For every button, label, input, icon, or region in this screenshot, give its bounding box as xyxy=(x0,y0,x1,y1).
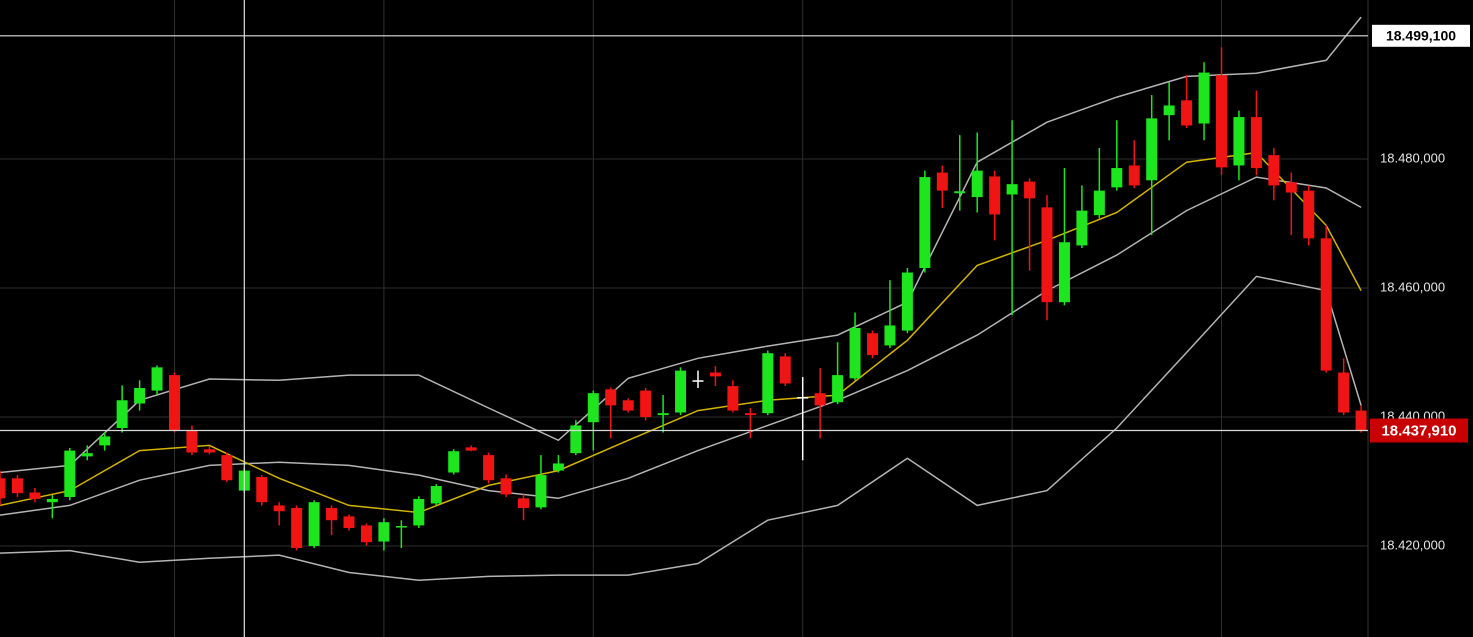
candle-body xyxy=(1303,190,1315,239)
candle-body xyxy=(221,455,233,481)
candle-body xyxy=(430,486,442,504)
candle-body xyxy=(657,413,669,416)
y-tick-label: 18.480,000 xyxy=(1380,150,1445,165)
candle-body xyxy=(1338,372,1350,413)
candle-body xyxy=(11,478,23,494)
candle-body xyxy=(378,522,390,542)
candle-body xyxy=(762,353,774,414)
candle-body xyxy=(1355,410,1367,431)
candle-body xyxy=(500,478,512,495)
candle-body xyxy=(46,498,58,503)
candle-body xyxy=(989,176,1001,215)
candle-body xyxy=(971,170,983,198)
candle-body xyxy=(1076,210,1088,246)
candle-body xyxy=(1111,168,1123,188)
candle-body xyxy=(535,475,547,508)
y-tick-label: 18.460,000 xyxy=(1380,279,1445,294)
candle-body xyxy=(779,356,791,384)
indicator-line xyxy=(0,16,1362,474)
candle-body xyxy=(954,191,966,194)
candle-body xyxy=(849,328,861,379)
candle-body xyxy=(29,492,41,499)
candle-body xyxy=(919,177,931,269)
indicator-line xyxy=(0,275,1362,581)
candle-body xyxy=(134,388,146,404)
indicator-layer xyxy=(0,16,1362,581)
candle-body xyxy=(1024,181,1036,199)
candle-body xyxy=(1268,155,1280,186)
candle-body xyxy=(884,325,896,346)
candle-body xyxy=(308,502,320,547)
candle-body xyxy=(360,525,372,543)
candle-body xyxy=(151,367,163,391)
candle-body xyxy=(326,507,338,521)
candle-body xyxy=(1285,182,1297,193)
y-tick-label: 18.420,000 xyxy=(1380,537,1445,552)
candle-body xyxy=(413,498,425,526)
candle-body xyxy=(186,430,198,453)
candle-body xyxy=(99,436,111,446)
candle-body xyxy=(465,447,477,451)
candle-body xyxy=(814,393,826,406)
grid-layer xyxy=(0,0,1368,637)
last-price-box xyxy=(1370,418,1468,443)
indicator-line xyxy=(0,176,1362,516)
candle-body xyxy=(692,380,704,382)
candle-body xyxy=(81,453,93,457)
crosshair-box xyxy=(1372,24,1470,47)
candle-body xyxy=(273,505,285,512)
candle-body xyxy=(203,449,215,453)
candle-body xyxy=(867,333,878,356)
candle-body xyxy=(622,400,634,411)
candle-body xyxy=(256,477,268,503)
last-price-label: 18.437,910 xyxy=(1381,422,1456,439)
candle-body xyxy=(1320,238,1332,371)
candle-body xyxy=(1198,72,1210,124)
candle-body xyxy=(797,397,809,399)
candle-body xyxy=(709,372,721,377)
indicator-line xyxy=(0,151,1362,514)
candle-body xyxy=(1093,190,1105,216)
candle-body xyxy=(832,375,844,403)
candle-body xyxy=(675,370,687,413)
candle-body xyxy=(901,272,913,331)
candle-body xyxy=(343,516,355,528)
candle-body xyxy=(483,455,495,481)
crosshair-label: 18.499,100 xyxy=(1386,28,1456,44)
candle-body xyxy=(518,498,529,508)
candle-body xyxy=(169,375,180,431)
candle-body xyxy=(1233,117,1245,166)
candle-body xyxy=(291,507,303,548)
candle-body xyxy=(587,393,599,423)
candle-body xyxy=(1250,117,1262,169)
candle-layer xyxy=(0,47,1367,551)
candle-body xyxy=(552,463,564,471)
candle-body xyxy=(1181,100,1193,126)
candle-body xyxy=(1128,165,1140,186)
candle-body xyxy=(1006,184,1018,195)
candle-body xyxy=(64,450,76,498)
candle-body xyxy=(1146,118,1158,181)
candle-body xyxy=(744,413,756,416)
candle-body xyxy=(116,400,128,428)
candle-body xyxy=(640,390,652,418)
candle-body xyxy=(1163,105,1175,116)
candle-body xyxy=(1058,242,1070,303)
candle-body xyxy=(936,172,948,191)
candle-body xyxy=(1216,75,1227,168)
candle-body xyxy=(727,386,739,411)
candle-body xyxy=(0,478,6,499)
candle-body xyxy=(605,389,617,406)
candle-body xyxy=(448,451,460,473)
candle-body xyxy=(570,425,582,454)
candle-body xyxy=(1041,207,1053,303)
candle-body xyxy=(395,526,407,528)
